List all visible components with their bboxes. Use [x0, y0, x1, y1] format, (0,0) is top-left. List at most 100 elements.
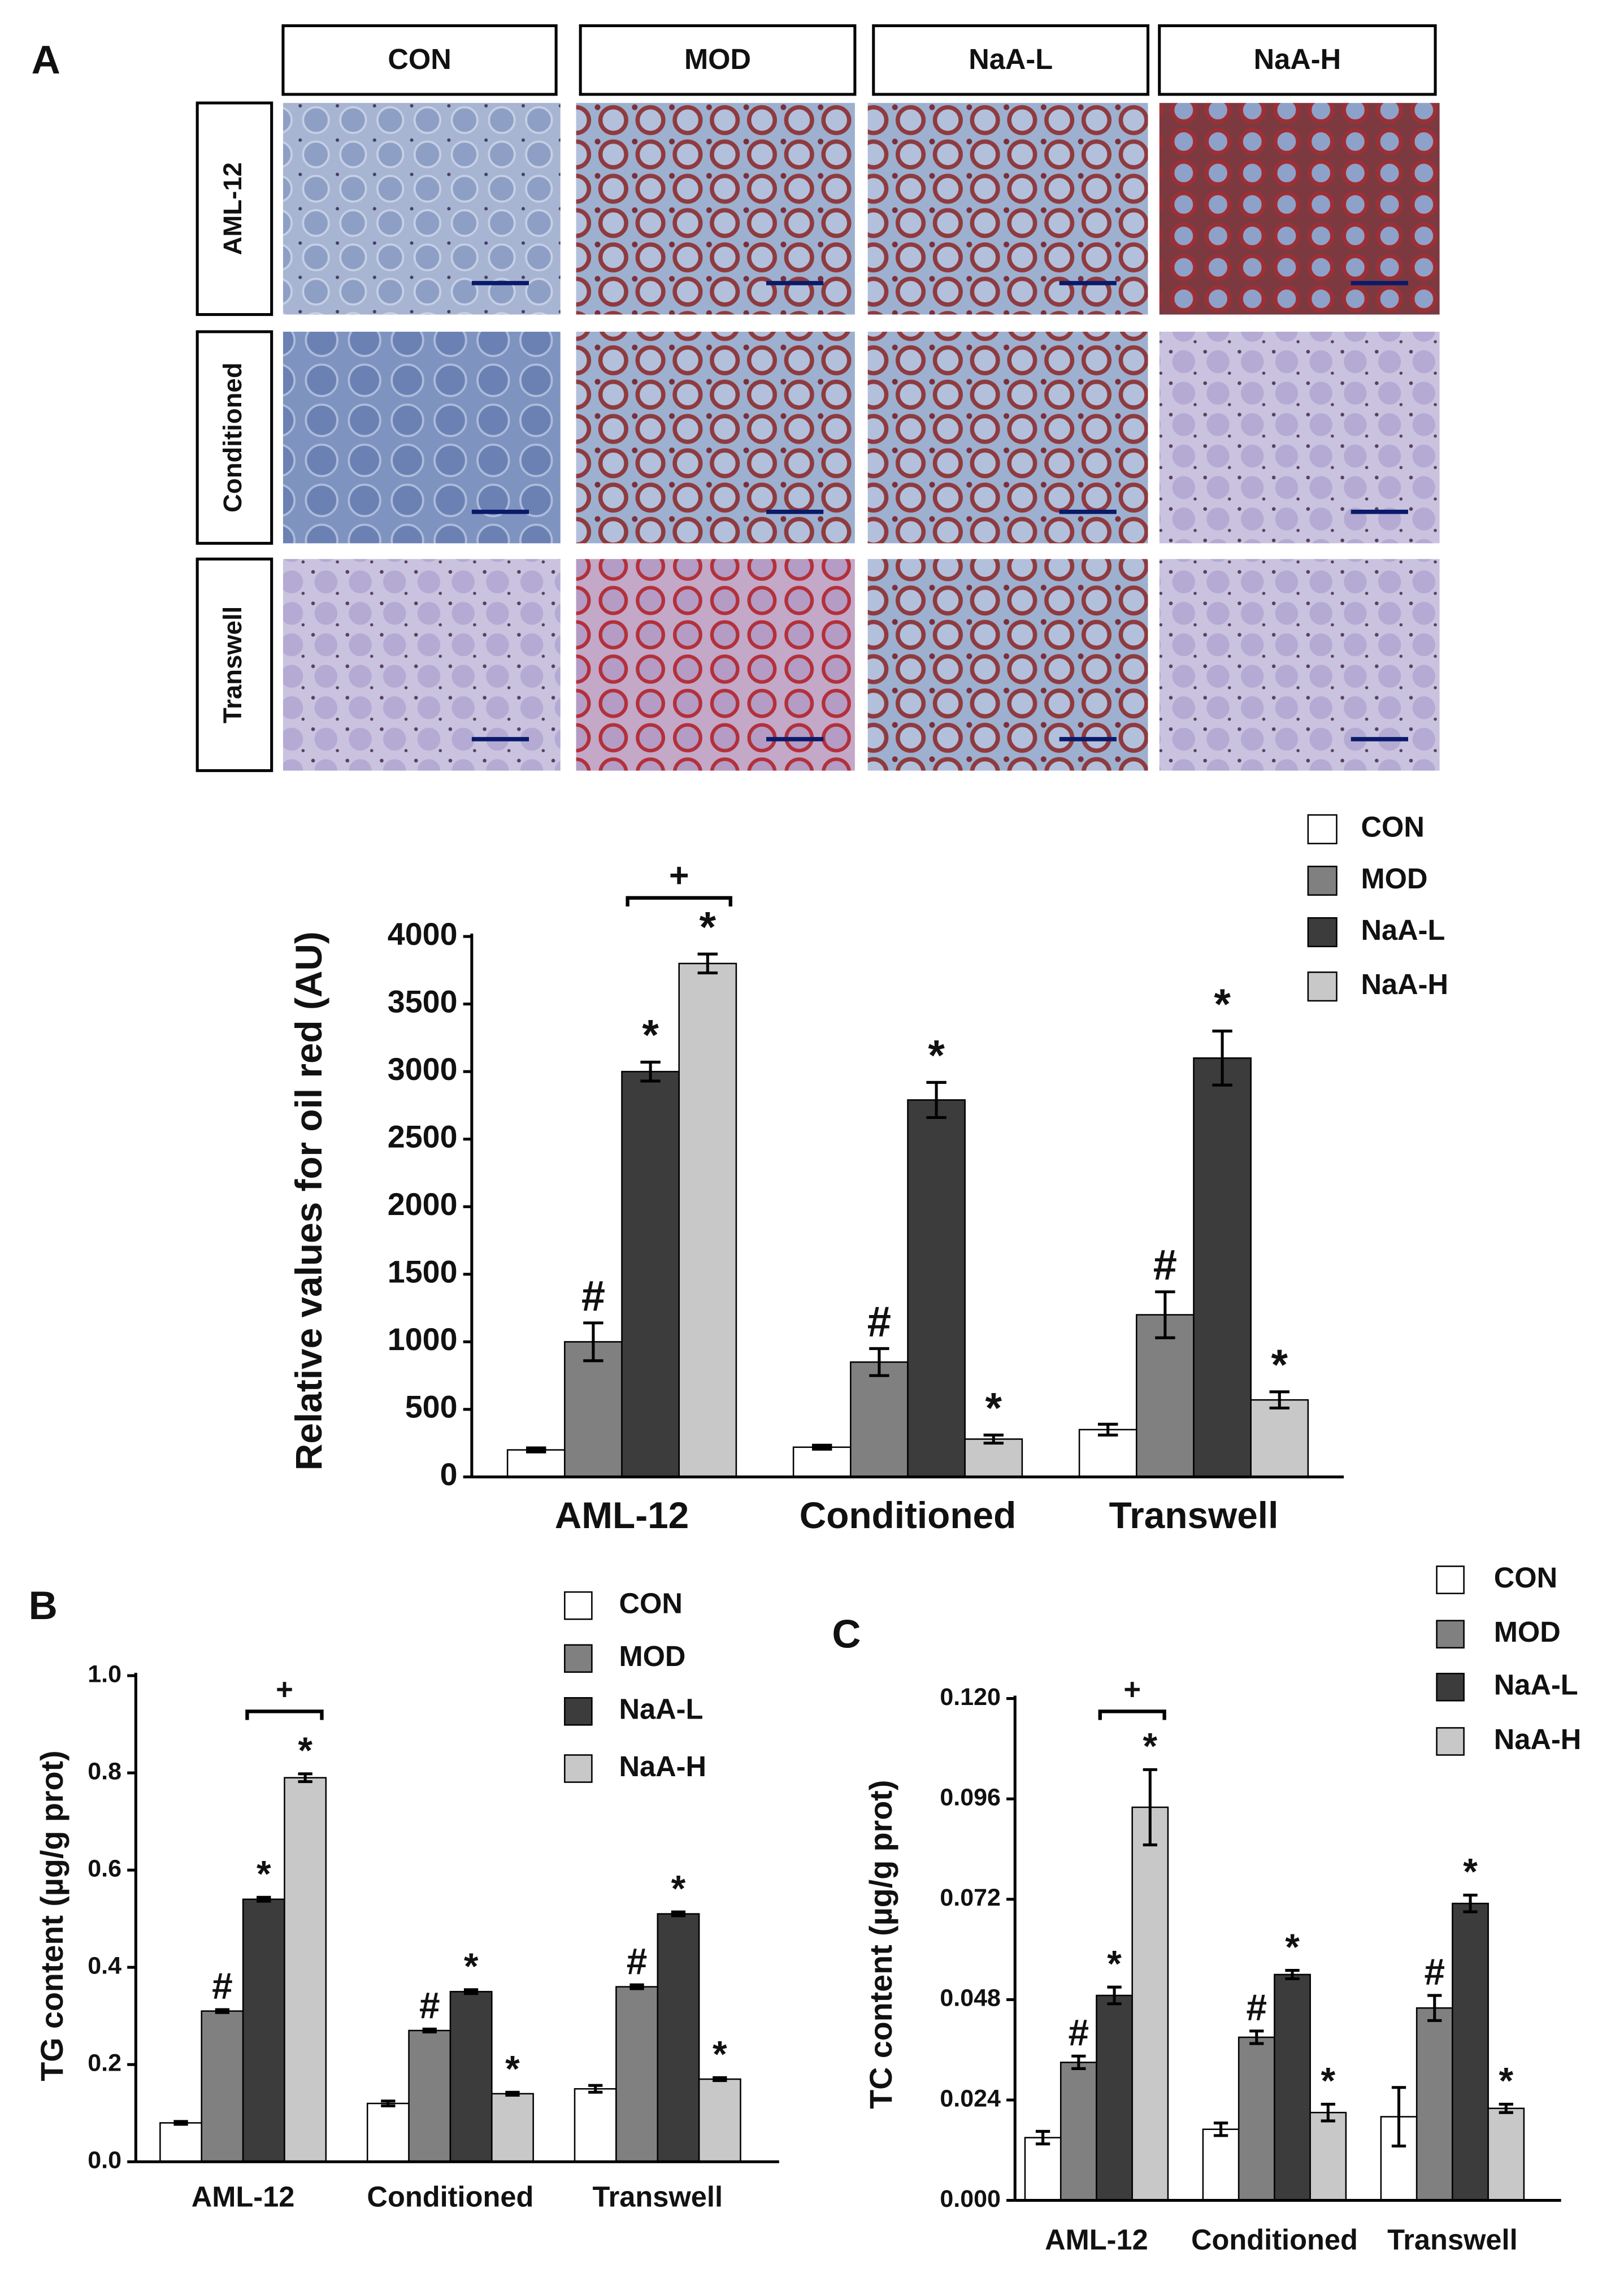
significance-mark: *	[1214, 981, 1231, 1029]
x-tick-label: AML-12	[1045, 2223, 1148, 2255]
panel-label: B	[29, 1583, 58, 1628]
legend-swatch	[1436, 1727, 1465, 1756]
bar	[1452, 1902, 1489, 2201]
bar	[964, 1438, 1023, 1478]
bar	[1274, 1973, 1311, 2201]
significance-mark: #	[581, 1272, 605, 1320]
column-header: CON	[388, 43, 451, 75]
legend-swatch	[564, 1697, 593, 1726]
error-bar	[1071, 2054, 1086, 2070]
significance-mark: *	[298, 1729, 312, 1771]
error-bar	[422, 2027, 437, 2034]
bar	[615, 1986, 659, 2163]
bar	[574, 2088, 617, 2163]
y-tick-label: 1000	[388, 1322, 458, 1357]
error-bar	[1499, 2102, 1513, 2114]
significance-mark: #	[1424, 1951, 1445, 1993]
legend-swatch	[1307, 917, 1338, 948]
micrograph	[1159, 331, 1440, 544]
bar	[1415, 2007, 1453, 2201]
error-bar	[381, 2099, 396, 2107]
legend-swatch	[564, 1591, 593, 1620]
error-bar	[1463, 1893, 1478, 1914]
bar	[159, 2122, 202, 2163]
micrograph	[283, 559, 561, 771]
error-bar	[1269, 1390, 1289, 1410]
micrograph	[576, 331, 855, 544]
x-tick-label: AML-12	[555, 1494, 689, 1536]
significance-mark: *	[985, 1385, 1002, 1433]
bar	[698, 2078, 741, 2163]
y-axis-label: TC content (µg/g prot)	[863, 1780, 898, 2109]
significance-mark: *	[928, 1032, 945, 1080]
panel-label: A	[32, 38, 60, 83]
y-axis-label: TG content (µg/g prot)	[34, 1750, 70, 2081]
error-bar	[215, 2008, 230, 2014]
significance-mark: *	[713, 2033, 727, 2075]
error-bar	[713, 2076, 727, 2083]
y-tick-label: 1500	[388, 1255, 458, 1290]
x-tick-label: Conditioned	[800, 1494, 1017, 1536]
y-tick-label: 0.048	[940, 1985, 1001, 2012]
significance-mark: #	[212, 1965, 233, 2007]
error-bar	[1107, 1985, 1122, 2006]
significance-mark: #	[1247, 1986, 1267, 2028]
error-bar	[1035, 2129, 1050, 2146]
legend-swatch	[1436, 1565, 1465, 1594]
micrograph	[1159, 559, 1440, 771]
significance-bracket	[626, 896, 732, 906]
legend-label: NaA-H	[1361, 968, 1448, 1000]
bracket-label: +	[1123, 1673, 1141, 1706]
x-tick-label: Transwell	[1387, 2223, 1518, 2255]
error-bar	[1321, 2102, 1335, 2123]
significance-mark: *	[1107, 1942, 1122, 1984]
error-bar	[1097, 1422, 1118, 1437]
error-bar	[640, 1060, 661, 1083]
legend-swatch	[1436, 1673, 1465, 1702]
legend-label: MOD	[1494, 1616, 1561, 1648]
y-tick-label: 0.2	[88, 2050, 121, 2077]
significance-mark: *	[642, 1012, 659, 1060]
bar	[242, 1898, 285, 2163]
panel-label: C	[832, 1612, 861, 1656]
micrograph	[576, 559, 855, 771]
error-bar	[1391, 2086, 1406, 2147]
bar	[907, 1099, 966, 1478]
y-tick-label: 2000	[388, 1187, 458, 1222]
bar	[1078, 1429, 1137, 1478]
error-bar	[869, 1347, 889, 1377]
micrograph	[867, 103, 1148, 315]
y-tick-label: 3500	[388, 984, 458, 1019]
error-bar	[983, 1433, 1004, 1445]
error-bar	[697, 952, 718, 975]
legend-label: CON	[1494, 1561, 1557, 1594]
bar	[284, 1777, 327, 2163]
bar	[449, 1990, 493, 2163]
legend-label: NaA-L	[1494, 1669, 1578, 1701]
error-bar	[1213, 2122, 1228, 2137]
bar	[792, 1446, 852, 1478]
legend-swatch	[1436, 1620, 1465, 1649]
micrograph	[576, 103, 855, 315]
row-label-box	[196, 557, 273, 773]
bar	[621, 1070, 680, 1478]
significance-mark: *	[1321, 2060, 1336, 2102]
legend-label: NaA-H	[619, 1750, 706, 1782]
legend-label: CON	[1361, 811, 1424, 843]
bar	[491, 2093, 534, 2163]
legend-swatch	[1307, 865, 1338, 896]
row-label: AML-12	[218, 162, 247, 255]
error-bar	[1212, 1029, 1232, 1087]
y-tick-label: 4000	[388, 917, 458, 952]
column-header-box	[872, 24, 1150, 96]
error-bar	[298, 1772, 312, 1784]
legend-label: NaA-L	[619, 1693, 703, 1725]
bar	[850, 1361, 909, 1478]
column-header-box	[1158, 24, 1437, 96]
row-label-box	[196, 330, 273, 545]
column-header-box	[579, 24, 857, 96]
column-header-box	[281, 24, 558, 96]
significance-mark: #	[1069, 2011, 1089, 2053]
significance-mark: *	[1499, 2060, 1513, 2102]
micrograph	[867, 559, 1148, 771]
